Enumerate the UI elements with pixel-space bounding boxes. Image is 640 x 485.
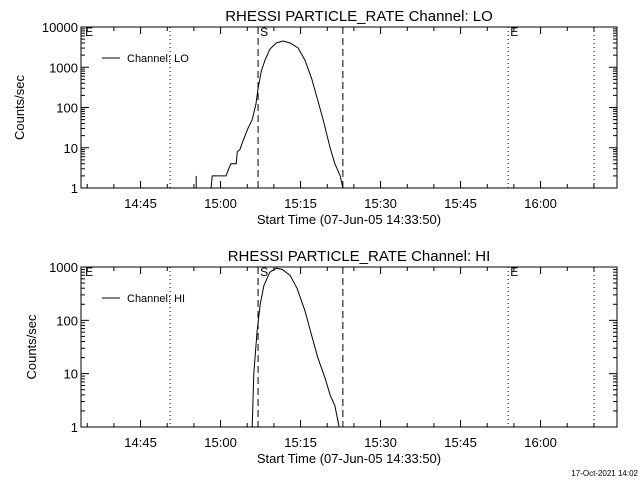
plot-frame — [80, 266, 618, 428]
series-line — [251, 267, 340, 428]
panel-hi: RHESSI PARTICLE_RATE Channel: HI 14:45 15:… — [24, 248, 618, 466]
x-tick-label: 16:00 — [524, 435, 557, 450]
plot-frame — [80, 26, 618, 189]
y-tick-label: 100 — [56, 101, 78, 116]
x-tick-label: 15:45 — [444, 435, 477, 450]
legend-label: Channel: LO — [127, 53, 189, 65]
x-tick-label: 15:45 — [444, 196, 477, 211]
chart-title: RHESSI PARTICLE_RATE Channel: HI — [228, 248, 491, 265]
y-tick-label: 1000 — [49, 260, 78, 275]
y-tick-label: 10000 — [42, 20, 78, 35]
x-tick-label: 14:45 — [124, 435, 157, 450]
x-tick-label: 15:00 — [204, 435, 237, 450]
x-tick-label: 15:30 — [364, 196, 397, 211]
x-tick-label: 15:30 — [364, 435, 397, 450]
legend-label: Channel: HI — [127, 293, 185, 305]
marker-label: S — [260, 265, 268, 279]
x-axis-label: Start Time (07-Jun-05 14:33:50) — [257, 212, 441, 227]
marker-label: E — [510, 25, 518, 39]
chart-title: RHESSI PARTICLE_RATE Channel: LO — [225, 8, 493, 25]
panel-lo: RHESSI PARTICLE_RATE Channel: LO 14:45 15:… — [12, 8, 618, 227]
y-tick-label: 1000 — [49, 60, 78, 75]
footer-timestamp: 17-Oct-2021 14:02 — [571, 469, 638, 478]
y-tick-label: 1 — [71, 181, 78, 196]
marker-label: E — [85, 265, 93, 279]
x-tick-label: 14:45 — [124, 196, 157, 211]
marker-label: E — [85, 25, 93, 39]
y-axis-label: Counts/sec — [12, 74, 27, 140]
series-line — [210, 40, 344, 189]
y-axis-label: Counts/sec — [24, 314, 39, 380]
y-tick-label: 10 — [64, 367, 78, 382]
y-tick-label: 100 — [56, 313, 78, 328]
marker-label: E — [510, 265, 518, 279]
x-tick-label: 15:15 — [284, 435, 317, 450]
y-tick-label: 1 — [71, 420, 78, 435]
marker-label: S — [260, 25, 268, 39]
x-tick-label: 15:00 — [204, 196, 237, 211]
x-tick-label: 16:00 — [524, 196, 557, 211]
x-axis-label: Start Time (07-Jun-05 14:33:50) — [257, 451, 441, 466]
y-tick-label: 10 — [64, 141, 78, 156]
x-tick-label: 15:15 — [284, 196, 317, 211]
